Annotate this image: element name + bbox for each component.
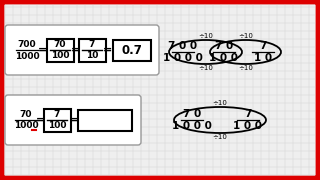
Text: ÷10: ÷10 bbox=[238, 65, 253, 71]
Text: ÷10: ÷10 bbox=[212, 134, 228, 140]
Text: 1 0: 1 0 bbox=[254, 53, 272, 63]
Text: =: = bbox=[68, 115, 78, 125]
FancyBboxPatch shape bbox=[46, 39, 74, 62]
Text: 7: 7 bbox=[54, 110, 60, 119]
Text: 70: 70 bbox=[54, 40, 66, 49]
Text: 1 0 0: 1 0 0 bbox=[234, 121, 262, 131]
Text: =: = bbox=[36, 115, 44, 125]
Text: 1000: 1000 bbox=[14, 122, 38, 130]
FancyBboxPatch shape bbox=[77, 109, 132, 130]
Text: 1 0 0 0: 1 0 0 0 bbox=[163, 53, 203, 63]
Text: 7 0 0: 7 0 0 bbox=[168, 41, 197, 51]
Text: 100: 100 bbox=[48, 121, 66, 130]
Text: =: = bbox=[103, 45, 113, 55]
Text: 700: 700 bbox=[18, 39, 36, 48]
Text: ÷10: ÷10 bbox=[238, 33, 253, 39]
Text: ÷10: ÷10 bbox=[198, 33, 213, 39]
Text: =: = bbox=[71, 45, 81, 55]
FancyBboxPatch shape bbox=[5, 95, 141, 145]
Text: 1 0 0 0: 1 0 0 0 bbox=[172, 121, 212, 131]
Text: 7: 7 bbox=[259, 41, 267, 51]
Text: 1 0 0: 1 0 0 bbox=[210, 53, 238, 63]
FancyBboxPatch shape bbox=[5, 25, 159, 75]
FancyBboxPatch shape bbox=[78, 39, 106, 62]
Text: ÷10: ÷10 bbox=[212, 100, 228, 106]
Text: ÷10: ÷10 bbox=[198, 65, 213, 71]
Text: 7 0: 7 0 bbox=[215, 41, 233, 51]
Text: 1000: 1000 bbox=[15, 51, 39, 60]
FancyBboxPatch shape bbox=[44, 109, 70, 132]
FancyBboxPatch shape bbox=[113, 39, 151, 60]
Text: =: = bbox=[37, 45, 47, 55]
Text: 10: 10 bbox=[86, 51, 98, 60]
FancyBboxPatch shape bbox=[3, 3, 317, 177]
Text: 0.7: 0.7 bbox=[122, 44, 142, 57]
Text: 100: 100 bbox=[51, 51, 69, 60]
Text: 7 0: 7 0 bbox=[183, 109, 201, 119]
Text: 7: 7 bbox=[89, 40, 95, 49]
Text: 7: 7 bbox=[244, 109, 252, 119]
Text: 70: 70 bbox=[20, 109, 32, 118]
